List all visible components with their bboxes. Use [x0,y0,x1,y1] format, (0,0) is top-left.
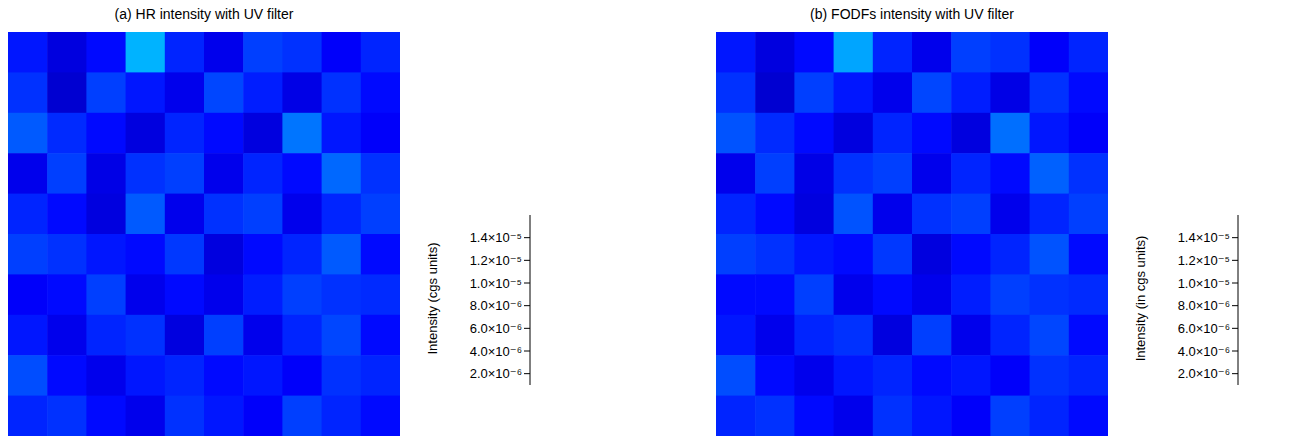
svg-text:1.4×10⁻⁵: 1.4×10⁻⁵ [470,230,522,245]
svg-text:8.0×10⁻⁶: 8.0×10⁻⁶ [470,298,522,313]
svg-text:1.0×10⁻⁵: 1.0×10⁻⁵ [470,276,522,291]
html-text:Intensity (in cgs units): Intensity (in cgs units) [1132,235,1148,362]
svg-text:6.0×10⁻⁶: 6.0×10⁻⁶ [1178,321,1230,336]
svg-text:6.0×10⁻⁶: 6.0×10⁻⁶ [470,321,522,336]
svg-text:4.0×10⁻⁶: 4.0×10⁻⁶ [1178,344,1230,359]
svg-text:1.2×10⁻⁵: 1.2×10⁻⁵ [470,253,522,268]
svg-text:4.0×10⁻⁶: 4.0×10⁻⁶ [470,344,522,359]
svg-text:1.2×10⁻⁵: 1.2×10⁻⁵ [1178,253,1230,268]
svg-text:2.0×10⁻⁶: 2.0×10⁻⁶ [1178,366,1230,381]
svg-text:8.0×10⁻⁶: 8.0×10⁻⁶ [1178,298,1230,313]
svg-text:1.4×10⁻⁵: 1.4×10⁻⁵ [1178,230,1230,245]
svg-text:2.0×10⁻⁶: 2.0×10⁻⁶ [470,366,522,381]
html-text:(b) FODFs intensity with UV fi: (b) FODFs intensity with UV filter [810,6,1014,22]
svg-text:1.0×10⁻⁵: 1.0×10⁻⁵ [1178,276,1230,291]
html-text:Intensity (cgs units): Intensity (cgs units) [424,242,440,355]
html-text:(a) HR intensity with UV filte: (a) HR intensity with UV filter [114,6,294,22]
